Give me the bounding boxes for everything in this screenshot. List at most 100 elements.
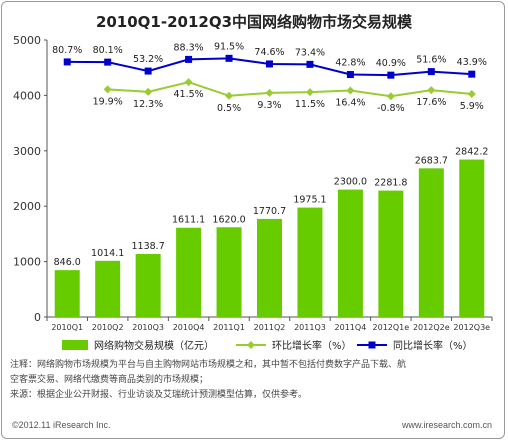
- yoy-point: [306, 60, 314, 68]
- bar: [216, 227, 242, 317]
- website-link[interactable]: www.iresearch.com.cn: [401, 420, 492, 430]
- mom-point: [427, 86, 436, 95]
- bar: [95, 260, 121, 317]
- yoy-point: [185, 55, 193, 63]
- mom-point: [305, 88, 314, 97]
- y-tick-label: 0: [34, 311, 41, 324]
- mom-point: [184, 78, 193, 87]
- mom-label: 9.3%: [257, 100, 281, 111]
- mom-point: [346, 86, 355, 95]
- bar: [135, 253, 161, 317]
- mom-label: 5.9%: [460, 101, 484, 112]
- bar-label: 2281.8: [374, 178, 407, 189]
- x-tick-label: 2012Q2e: [413, 323, 450, 332]
- legend-mom-label: 环比增长率（%）: [272, 339, 352, 352]
- legend: 网络购物交易规模（亿元） 环比增长率（%） 同比增长率（%）: [62, 339, 473, 352]
- x-tick-label: 2011Q2: [254, 323, 286, 332]
- yoy-point: [63, 58, 71, 66]
- chart-area: 2010Q1-2012Q3中国网络购物市场交易规模 0 1000 2000 3000 4…: [13, 13, 493, 352]
- yoy-point: [427, 68, 435, 76]
- bar-label: 1611.1: [172, 215, 205, 226]
- bar-label: 1975.1: [293, 195, 326, 206]
- bar: [176, 227, 202, 317]
- footnote: 注释：网络购物市场规模为平台与自主购物网站市场规模之和，其中暂不包括付费数字产品…: [10, 358, 500, 403]
- bar: [378, 190, 404, 317]
- y-tick-label: 2000: [13, 200, 41, 213]
- footnote-line-3: 来源：根据企业公开财报、行业访谈及艾瑞统计预测模型估算，仅供参考。: [10, 390, 308, 400]
- yoy-label: 73.4%: [295, 47, 325, 58]
- yoy-point: [346, 71, 354, 79]
- mom-label: 0.5%: [217, 103, 241, 114]
- y-tick-label: 3000: [13, 145, 41, 158]
- bar-label: 1138.7: [132, 241, 165, 252]
- yoy-label: 40.9%: [376, 58, 406, 69]
- bar-label: 1620.0: [212, 214, 245, 225]
- yoy-point: [225, 54, 233, 62]
- chart-title: 2010Q1-2012Q3中国网络购物市场交易规模: [96, 13, 413, 31]
- x-tick-label: 2010Q2: [92, 323, 124, 332]
- mom-label: 16.4%: [335, 98, 365, 109]
- mom-point: [103, 85, 112, 94]
- bar: [297, 207, 323, 317]
- yoy-label: 43.9%: [457, 57, 487, 68]
- x-tick-label: 2010Q3: [132, 323, 164, 332]
- bar: [459, 159, 485, 317]
- yoy-point: [266, 60, 273, 68]
- mom-point: [265, 88, 274, 97]
- mom-label: 12.3%: [133, 99, 163, 110]
- yoy-point: [468, 70, 476, 78]
- bar-label: 1014.1: [91, 248, 124, 259]
- lines: 19.9% 12.3% 41.5% 0.5% 9.3% 11.5% 16.4% -0.8% 17…: [52, 41, 487, 114]
- bar-label: 2683.7: [415, 155, 448, 166]
- copyright: ©2012.11 iResearch Inc.: [12, 420, 111, 430]
- x-tick-label: 2010Q4: [173, 323, 205, 332]
- bar-label: 2842.2: [455, 147, 488, 158]
- yoy-label: 51.6%: [416, 55, 446, 66]
- yoy-label: 53.2%: [133, 54, 163, 65]
- yoy-label: 42.8%: [335, 58, 365, 69]
- mom-label: 19.9%: [93, 96, 123, 107]
- legend-yoy-label: 同比增长率（%）: [393, 339, 473, 352]
- mom-label: 17.6%: [416, 97, 446, 108]
- x-tick-label: 2012Q3e: [453, 323, 490, 332]
- x-tick-label: 2012Q1e: [373, 323, 410, 332]
- bar: [418, 168, 444, 317]
- yoy-label: 80.7%: [52, 45, 82, 56]
- footnote-line-2: 空客票交易、网络代缴费等商品类别的市场规模；: [10, 375, 209, 385]
- legend-yoy-marker: [368, 341, 376, 349]
- y-tick-label: 4000: [13, 89, 41, 102]
- mom-point: [386, 92, 395, 101]
- bar: [257, 218, 282, 317]
- bar-label: 2300.0: [334, 177, 367, 188]
- legend-bar-swatch: [62, 340, 88, 350]
- yoy-label: 91.5%: [214, 41, 244, 52]
- legend-bar-label: 网络购物交易规模（亿元）: [94, 339, 214, 352]
- mom-point: [467, 89, 476, 98]
- y-tick-label: 5000: [13, 34, 41, 47]
- mom-line: [107, 81, 472, 98]
- yoy-label: 80.1%: [93, 45, 123, 56]
- bar: [337, 189, 363, 317]
- mom-point: [144, 87, 153, 96]
- mom-label: 11.5%: [295, 99, 325, 110]
- legend-mom-marker: [247, 341, 255, 349]
- x-tick-label: 2010Q1: [51, 323, 83, 332]
- y-tick-label: 1000: [13, 256, 41, 269]
- x-tick-label: 2011Q3: [294, 323, 326, 332]
- yoy-point: [144, 67, 152, 75]
- footnote-line-1: 注释：网络购物市场规模为平台与自主购物网站市场规模之和，其中暂不包括付费数字产品…: [10, 360, 407, 370]
- bars: 846.0 1014.1 1138.7 1611.1 1620.0 1770.7 1975.…: [54, 147, 488, 317]
- mom-label: -0.8%: [377, 103, 405, 114]
- mom-label: 41.5%: [173, 89, 203, 100]
- yoy-point: [387, 71, 395, 79]
- bar: [54, 270, 80, 317]
- bar-label: 846.0: [54, 257, 81, 268]
- bar-label: 1770.7: [253, 206, 286, 217]
- x-tick-label: 2011Q1: [213, 323, 245, 332]
- yoy-label: 74.6%: [254, 47, 284, 58]
- mom-point: [225, 91, 234, 100]
- yoy-point: [104, 58, 112, 66]
- x-tick-label: 2011Q4: [335, 323, 367, 332]
- yoy-label: 88.3%: [173, 42, 203, 53]
- axes: 0 1000 2000 3000 4000 5000 2010Q1 2010Q2 2010Q3 2…: [13, 34, 493, 332]
